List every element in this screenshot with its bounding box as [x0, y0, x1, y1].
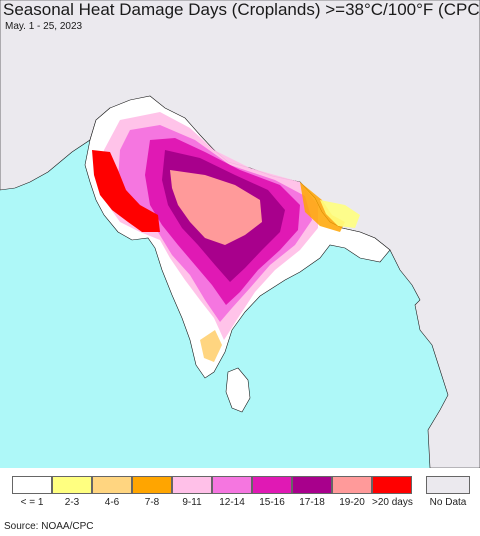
legend-swatch	[372, 476, 412, 494]
legend-swatch	[92, 476, 132, 494]
legend-swatch	[252, 476, 292, 494]
legend-label: 15-16	[259, 497, 285, 508]
map-subtitle: May. 1 - 25, 2023	[5, 21, 83, 32]
heat-damage-map	[0, 0, 480, 468]
legend-label: 7-8	[144, 497, 160, 508]
legend: < = 1 2-3 4-6 7-8 9-11 12-14 15-16 17-18 19-20 >2…	[0, 468, 480, 516]
legend-swatch-no-data	[426, 476, 470, 494]
legend-swatch	[292, 476, 332, 494]
legend-swatch	[212, 476, 252, 494]
legend-label: 17-18	[299, 497, 325, 508]
zone-orange-south	[200, 330, 222, 362]
legend-label: < = 1	[20, 497, 44, 508]
sri-lanka	[225, 367, 251, 413]
zone-red-west	[92, 150, 160, 232]
legend-label: 2-3	[64, 497, 80, 508]
legend-swatch	[12, 476, 52, 494]
source-note: Source: NOAA/CPC	[4, 521, 94, 532]
legend-swatch	[52, 476, 92, 494]
legend-swatch	[172, 476, 212, 494]
zone-yellow-east	[320, 200, 360, 228]
legend-label: 12-14	[219, 497, 245, 508]
legend-label: 19-20	[339, 497, 365, 508]
map-area: Seasonal Heat Damage Days (Croplands) >=…	[0, 0, 480, 468]
legend-label: >20 days	[372, 497, 413, 508]
map-title: Seasonal Heat Damage Days (Croplands) >=…	[3, 0, 480, 19]
legend-swatch	[332, 476, 372, 494]
legend-label: 4-6	[104, 497, 120, 508]
legend-label-no-data: No Data	[429, 497, 467, 508]
legend-swatch	[132, 476, 172, 494]
zone-salmon	[170, 170, 262, 245]
legend-label: 9-11	[182, 497, 202, 508]
